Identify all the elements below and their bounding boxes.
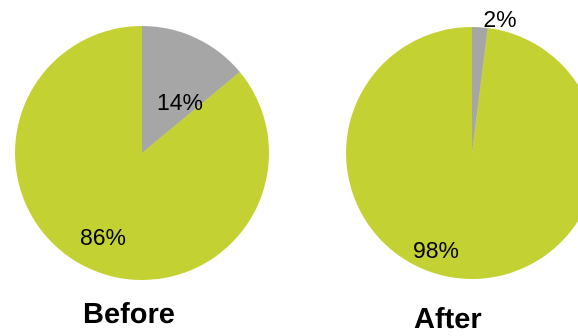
pie-before-label-14: 14% (157, 89, 203, 115)
caption-before: Before (83, 298, 175, 330)
pie-after-slice-98 (346, 27, 578, 279)
pie-before-slice-14 (142, 25, 240, 153)
pie-after-label-98: 98% (413, 237, 459, 263)
pie-before: 14% 86% (15, 25, 270, 280)
pie-after-label-2: 2% (483, 6, 516, 32)
pie-after-slice-2 (472, 26, 488, 153)
pie-before-label-86: 86% (80, 224, 126, 250)
pie-before-slice-86 (15, 26, 270, 280)
caption-after: After (414, 303, 482, 335)
pie-after: 2% 98% (346, 6, 578, 279)
